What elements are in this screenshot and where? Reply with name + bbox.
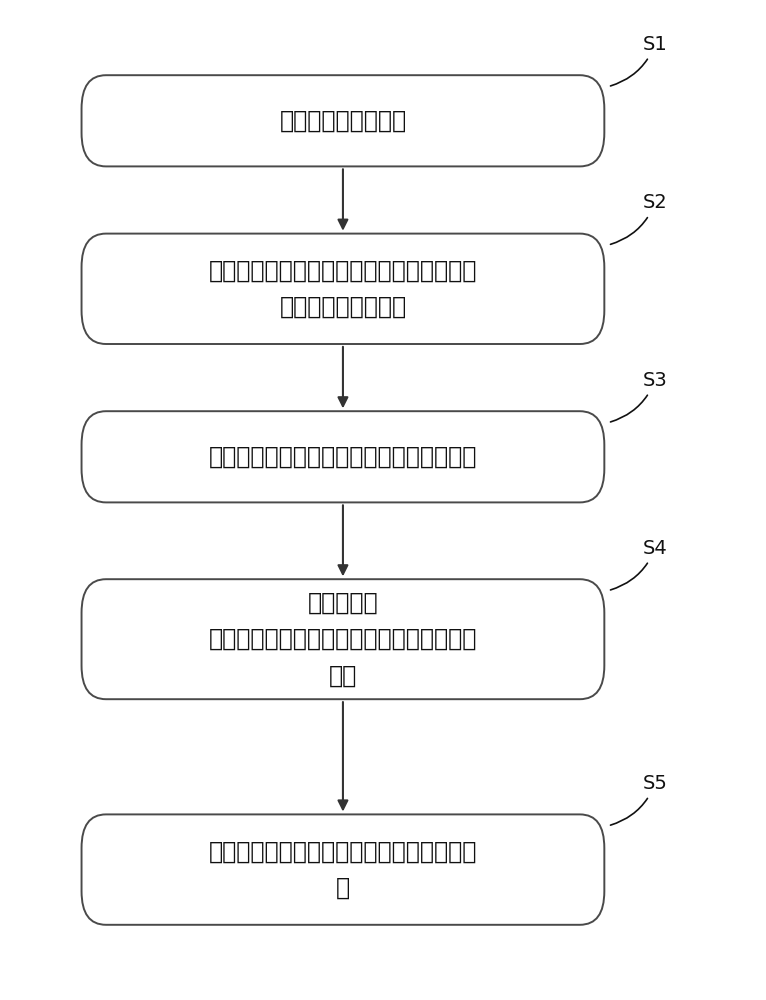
FancyBboxPatch shape <box>81 75 604 166</box>
Text: 向点云数据，计算农作物冠层整齐度的基础: 向点云数据，计算农作物冠层整齐度的基础 <box>209 627 477 651</box>
FancyBboxPatch shape <box>81 579 604 699</box>
FancyBboxPatch shape <box>81 411 604 502</box>
Text: S4: S4 <box>611 539 667 590</box>
FancyBboxPatch shape <box>81 814 604 925</box>
Text: 图像的三维点云数据: 图像的三维点云数据 <box>280 295 407 319</box>
Text: 依据所述基础数据计算农作物冠层整齐度指: 依据所述基础数据计算农作物冠层整齐度指 <box>209 839 477 863</box>
Text: S1: S1 <box>611 35 667 86</box>
Text: S2: S2 <box>611 193 667 244</box>
Text: S5: S5 <box>611 774 667 825</box>
Text: 依据所述行: 依据所述行 <box>308 591 378 615</box>
Text: 从所述三维点云数据中分离出行向点云数据: 从所述三维点云数据中分离出行向点云数据 <box>209 445 477 469</box>
Text: 标: 标 <box>336 876 350 900</box>
Text: 数据: 数据 <box>329 664 357 688</box>
FancyBboxPatch shape <box>81 234 604 344</box>
Text: 利用双目图像重建技术计算所述农作物冠层: 利用双目图像重建技术计算所述农作物冠层 <box>209 259 477 283</box>
Text: 获取农作物冠层图像: 获取农作物冠层图像 <box>280 109 407 133</box>
Text: S3: S3 <box>611 371 667 422</box>
